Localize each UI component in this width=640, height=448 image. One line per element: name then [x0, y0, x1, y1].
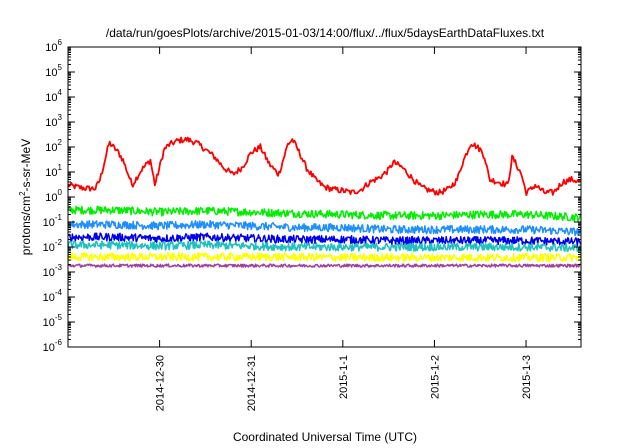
x-tick-label: 2015-1-2: [429, 355, 441, 399]
x-tick-label: 2015-1-3: [521, 355, 533, 399]
y-tick-label: 10-2: [43, 238, 63, 254]
y-tick-label-base: 10: [45, 142, 57, 154]
y-tick-label: 101: [45, 163, 62, 179]
y-tick-label: 10-4: [43, 288, 63, 304]
y-tick-label-exponent: 5: [58, 63, 63, 72]
y-tick-label: 10-3: [43, 263, 63, 279]
y-tick-label-exponent: 1: [58, 163, 63, 172]
series-line-3: [67, 232, 582, 247]
y-tick-label-base: 10: [45, 42, 57, 54]
y-tick-label-base: 10: [45, 117, 57, 129]
y-tick-label-base: 10: [43, 342, 55, 354]
y-tick-label: 10-6: [43, 338, 63, 354]
y-tick-label-exponent: -3: [55, 263, 63, 272]
y-tick-label-exponent: 3: [58, 113, 63, 122]
plot-frame: [67, 46, 582, 348]
series-line-6: [67, 263, 582, 268]
x-axis-label: Coordinated Universal Time (UTC): [233, 430, 417, 444]
y-tick-label: 103: [45, 113, 62, 129]
y-tick-label-exponent: -1: [55, 213, 63, 222]
y-tick-label-base: 10: [45, 192, 57, 204]
y-tick-label-base: 10: [45, 167, 57, 179]
series-line-4: [67, 240, 582, 253]
y-axis-label-main: protons/cm: [19, 196, 33, 255]
y-tick-label-exponent: -4: [55, 288, 63, 297]
y-tick-label: 102: [45, 138, 62, 154]
y-tick-label-exponent: -6: [55, 338, 63, 347]
x-axis: 2014-12-30 2014-12-31 2015-1-1 2015-1-2 2015…: [155, 47, 533, 411]
y-tick-label-base: 10: [43, 217, 55, 229]
y-tick-label-exponent: 2: [58, 138, 63, 147]
y-axis-label-exponent: 2: [18, 191, 27, 196]
chart-title: /data/run/goesPlots/archive/2015-01-03/1…: [106, 26, 545, 40]
y-tick-label-exponent: -2: [55, 238, 63, 247]
y-axis-label-rest: -s-sr-MeV: [19, 139, 33, 192]
y-tick-label: 10-5: [43, 313, 63, 329]
y-tick-label-exponent: 4: [58, 88, 63, 97]
y-tick-label-base: 10: [43, 242, 55, 254]
y-tick-label-exponent: -5: [55, 313, 63, 322]
series-line-1: [67, 205, 582, 223]
series-layer: [67, 136, 582, 268]
y-tick-label: 100: [45, 188, 62, 204]
y-tick-label: 106: [45, 38, 62, 54]
y-axis-label: protons/cm2-s-sr-MeV: [18, 139, 33, 255]
y-tick-label-base: 10: [43, 317, 55, 329]
y-tick-label: 104: [45, 88, 62, 104]
series-line-0: [67, 136, 581, 197]
y-tick-label-exponent: 6: [58, 38, 63, 47]
x-tick-label: 2014-12-30: [155, 355, 167, 411]
y-tick-label-base: 10: [43, 267, 55, 279]
y-tick-label: 105: [45, 63, 62, 79]
series-line-2: [67, 219, 582, 237]
y-tick-label-base: 10: [45, 67, 57, 79]
x-tick-label: 2015-1-1: [338, 355, 350, 399]
y-tick-label-exponent: 0: [58, 188, 63, 197]
y-tick-label-base: 10: [45, 92, 57, 104]
y-axis: 10-610-510-410-310-210-11001011021031041…: [43, 38, 581, 354]
series-line-5: [67, 252, 582, 263]
y-tick-label-base: 10: [43, 292, 55, 304]
y-tick-label: 10-1: [43, 213, 63, 229]
x-tick-label: 2014-12-31: [246, 355, 258, 411]
